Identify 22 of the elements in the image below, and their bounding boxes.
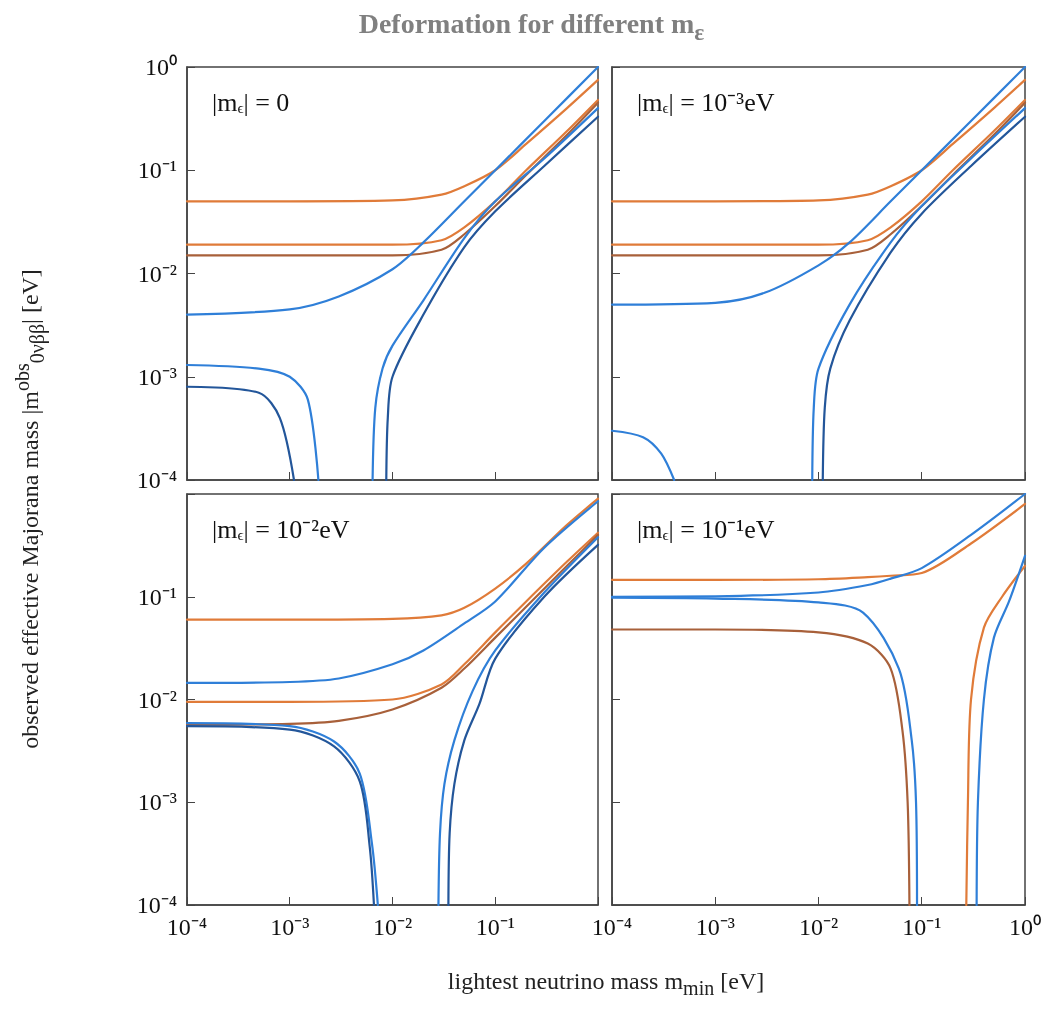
y-tick-label: 10⁻¹ — [137, 583, 177, 610]
x-tick-label: 10⁰ — [1009, 914, 1041, 940]
x-tick-label: 10⁻² — [372, 914, 413, 940]
x-tick-label: 10⁻¹ — [475, 914, 515, 940]
x-tick-label: 10⁻³ — [695, 914, 735, 940]
y-tick-label: 10⁻⁴ — [136, 467, 177, 493]
annotation: |mϵ| = 10⁻²eV — [212, 514, 350, 544]
y-tick-label: 10⁻² — [137, 686, 177, 713]
y-tick-label: 10⁻¹ — [137, 157, 177, 184]
annotation: |mϵ| = 10⁻¹eV — [637, 514, 775, 544]
y-tick-label: 10⁻³ — [137, 789, 177, 816]
chart-title: Deformation for different m$_{ε}$ — [357, 8, 706, 46]
x-tick-label: 10⁻⁴ — [591, 914, 633, 940]
annotation: |mϵ| = 0 — [212, 87, 290, 117]
x-axis-title: lightest neutrino mass m$_{min}$ [eV] — [446, 968, 766, 1000]
annotation: |mϵ| = 10⁻³eV — [637, 87, 775, 117]
y-tick-label: 10⁻² — [137, 260, 177, 287]
y-tick-label: 10⁰ — [145, 54, 177, 80]
x-tick-label: 10⁻¹ — [902, 914, 942, 940]
y-tick-label: 10⁻³ — [137, 363, 177, 390]
x-tick-label: 10⁻³ — [270, 914, 310, 940]
x-tick-label: 10⁻² — [798, 914, 839, 940]
